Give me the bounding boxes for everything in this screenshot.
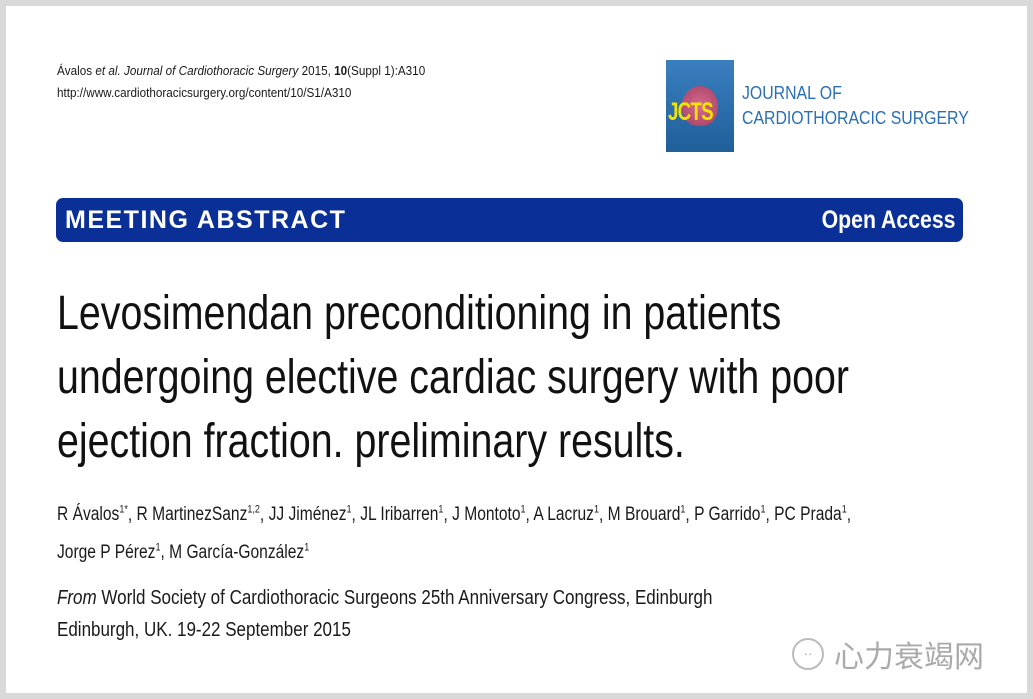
title-line: undergoing elective cardiac surgery with… — [57, 351, 850, 404]
author-affiliation: 1 — [760, 504, 766, 516]
logo-abbr: JCTS — [668, 98, 714, 126]
author-affiliation: 1 — [155, 541, 161, 554]
author-name: M Brouard — [607, 504, 681, 526]
article-type-banner: MEETING ABSTRACT Open Access — [56, 198, 963, 242]
logo-line1: JOURNAL OF — [742, 83, 842, 103]
watermark: ·· 心力衰竭网 — [792, 632, 984, 676]
author-name: R Ávalos — [57, 504, 120, 526]
author: J Montoto1 — [452, 504, 525, 525]
author: JJ Jiménez1 — [269, 504, 352, 525]
author-name: JJ Jiménez — [268, 504, 347, 526]
author-name: M García-González — [169, 541, 305, 563]
citation-etal: et al. — [95, 63, 121, 78]
open-access-label: Open Access — [821, 205, 955, 234]
citation-url[interactable]: http://www.cardiothoracicsurgery.org/con… — [57, 85, 352, 100]
from-label: From — [57, 587, 97, 609]
watermark-text: 心力衰竭网 — [834, 641, 984, 674]
author-name: Jorge P Pérez — [57, 541, 156, 563]
title-line: Levosimendan preconditioning in patients — [57, 287, 782, 340]
author-affiliation: 1 — [680, 504, 686, 516]
author-name: P Garrido — [694, 504, 761, 526]
author: P Garrido1 — [694, 504, 765, 525]
logo-line2: CARDIOTHORACIC SURGERY — [742, 108, 969, 128]
wechat-icon: ·· — [792, 638, 824, 670]
author: R MartinezSanz1,2 — [137, 504, 260, 525]
author-affiliation: 1,2 — [247, 504, 260, 516]
author: PC Prada1 — [774, 504, 847, 525]
source-line1: World Society of Cardiothoracic Surgeons… — [101, 587, 713, 609]
article-type: MEETING ABSTRACT — [65, 205, 347, 234]
author: JL Iribarren1 — [360, 504, 443, 525]
author-affiliation: 1 — [841, 504, 847, 516]
journal-logo: JCTS JOURNAL OF CARDIOTHORACIC SURGERY — [666, 60, 1000, 152]
author: A Lacruz1 — [533, 504, 599, 525]
author-affiliation: 1* — [119, 504, 128, 516]
author-list: R Ávalos1*, R MartinezSanz1,2, JJ Jiméne… — [57, 504, 852, 563]
citation-journal: Journal of Cardiothoracic Surgery — [124, 63, 299, 78]
author-name: JL Iribarren — [360, 504, 439, 526]
author-name: J Montoto — [452, 504, 521, 526]
citation-volume: 10 — [334, 63, 348, 78]
citation: Ávalos et al. Journal of Cardiothoracic … — [57, 60, 425, 104]
article-title: Levosimendan preconditioning in patients… — [57, 282, 849, 474]
title-line: ejection fraction. preliminary results. — [57, 415, 685, 468]
author-name: PC Prada — [774, 504, 842, 526]
citation-issue: (Suppl 1):A310 — [347, 63, 426, 78]
author: M Brouard1 — [608, 504, 686, 525]
author: R Ávalos1* — [57, 504, 128, 525]
author-affiliation: 1 — [593, 504, 599, 516]
author: Jorge P Pérez1 — [57, 541, 161, 563]
author-name: R MartinezSanz — [136, 504, 248, 526]
author-name: A Lacruz — [533, 504, 594, 526]
author-affiliation: 1 — [438, 504, 444, 516]
citation-author: Ávalos — [57, 63, 93, 78]
author: M García-González1 — [169, 541, 310, 563]
jcts-logo-icon: JCTS — [666, 60, 734, 152]
author-affiliation: 1 — [304, 541, 310, 554]
author-affiliation: 1 — [520, 504, 526, 516]
citation-year: 2015, — [301, 63, 331, 78]
author-affiliation: 1 — [346, 504, 352, 516]
source-info: From World Society of Cardiothoracic Sur… — [57, 582, 712, 646]
source-line2: Edinburgh, UK. 19-22 September 2015 — [57, 619, 351, 641]
